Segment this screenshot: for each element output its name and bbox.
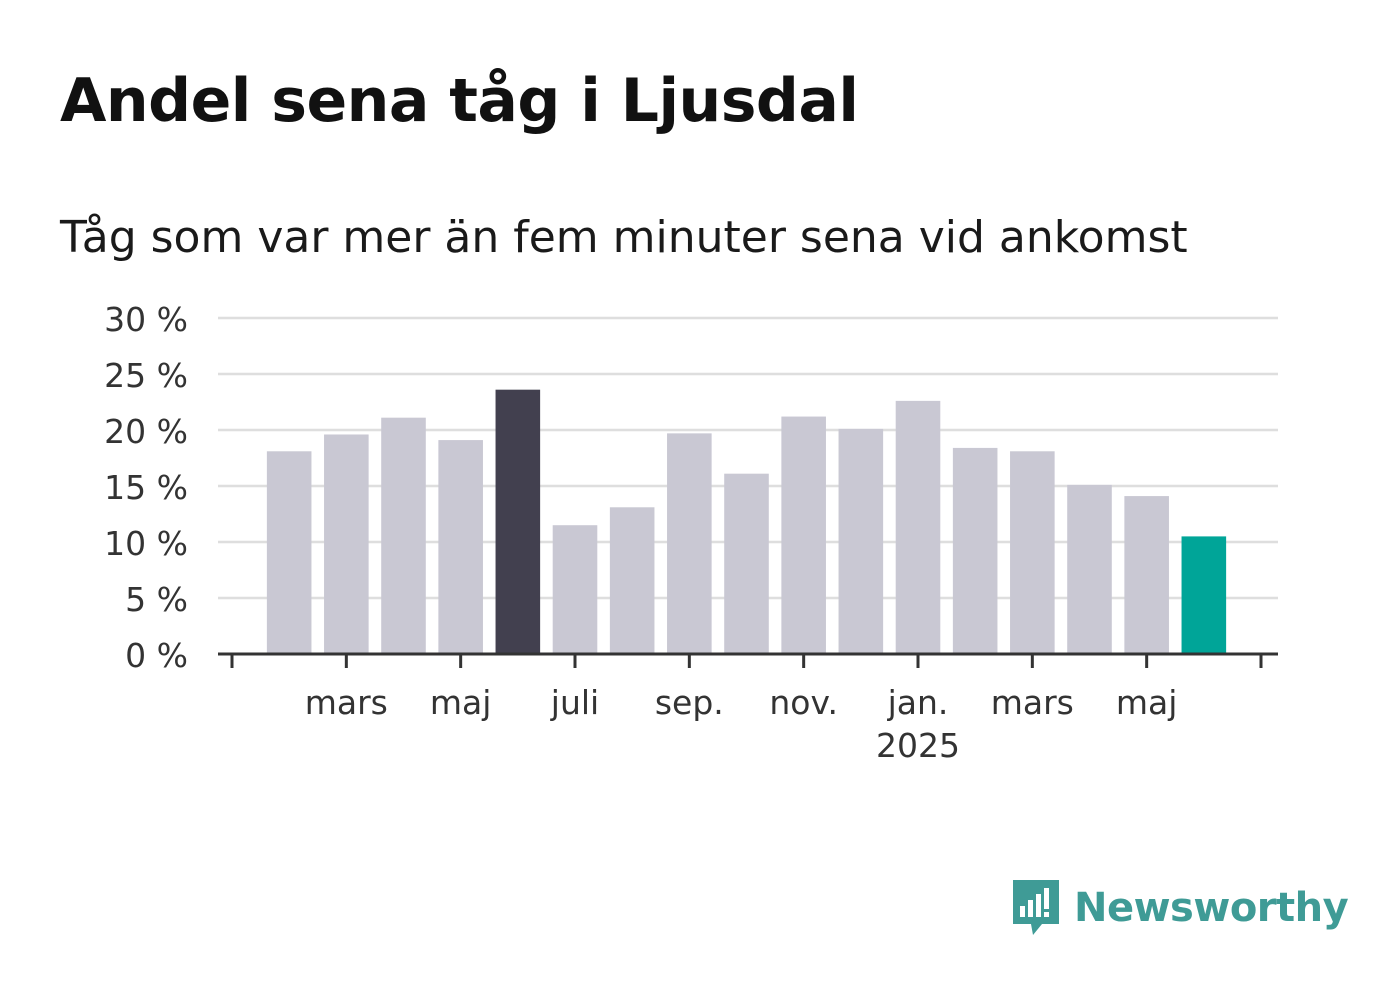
x-tick-year-label: 2025 [876, 726, 960, 765]
bar [667, 433, 712, 654]
bar [381, 417, 426, 654]
bar [1124, 496, 1169, 654]
bar [266, 451, 312, 654]
bar [438, 440, 483, 654]
brand-name: Newsworthy [1074, 885, 1349, 931]
x-tick-label: maj [1116, 683, 1178, 722]
y-tick-label: 5 % [125, 580, 188, 619]
bar [552, 525, 598, 654]
chart-title: Andel sena tåg i Ljusdal [60, 66, 859, 136]
x-tick-label: mars [991, 683, 1074, 722]
bar [838, 428, 884, 654]
x-tick-label: juli [550, 683, 599, 722]
bar [1010, 451, 1055, 654]
bar [952, 447, 998, 654]
x-tick-label: maj [430, 683, 492, 722]
bar [609, 507, 655, 654]
newsworthy-chart-bubble-icon [1013, 880, 1059, 935]
y-tick-label: 25 % [104, 356, 188, 395]
y-tick-label: 20 % [104, 412, 188, 451]
chart-subtitle: Tåg som var mer än fem minuter sena vid … [60, 212, 1188, 263]
y-tick-label: 0 % [125, 636, 188, 675]
y-tick-label: 15 % [104, 468, 188, 507]
x-tick-label: sep. [655, 683, 724, 722]
newsworthy-logo: Newsworthy [1010, 878, 1349, 938]
x-tick-label: nov. [769, 683, 838, 722]
bar [895, 400, 941, 654]
bar [781, 416, 826, 654]
x-tick-label: jan. [887, 683, 949, 722]
bar [495, 389, 541, 654]
bar [724, 473, 769, 654]
y-tick-label: 30 % [104, 300, 188, 339]
x-tick-label: mars [305, 683, 388, 722]
bar [1067, 484, 1112, 654]
y-tick-label: 10 % [104, 524, 188, 563]
bar [1181, 536, 1227, 654]
bar [324, 434, 369, 654]
